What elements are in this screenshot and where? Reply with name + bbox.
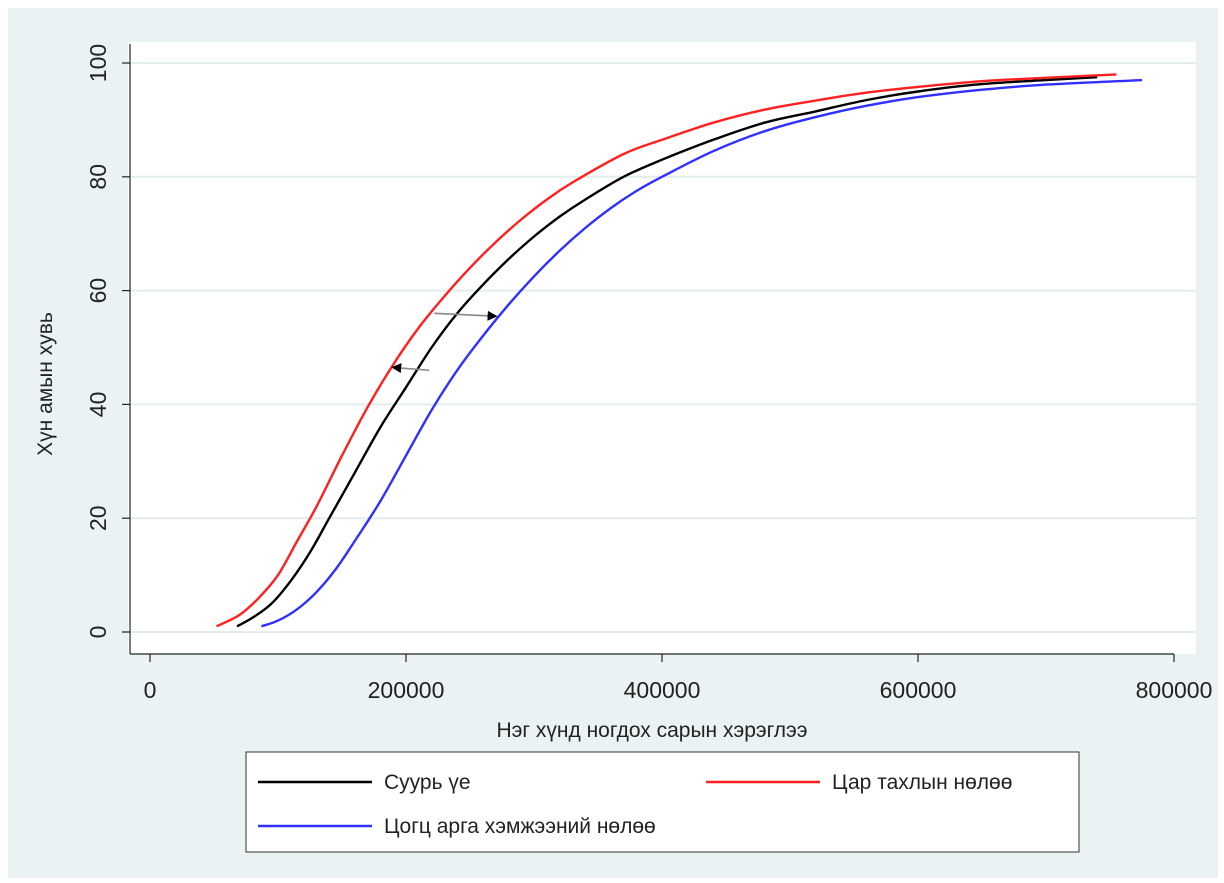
y-axis-title: Хүн амын хувь <box>34 312 57 456</box>
series-line-1 <box>216 73 1117 628</box>
x-tick-label: 200000 <box>368 677 445 703</box>
x-tick-label: 800000 <box>1136 677 1213 703</box>
legend-label: Цогц арга хэмжээний нөлөө <box>384 815 656 838</box>
axes: 0 20 40 60 80 100 0 200000 400000 600000 800000 <box>85 44 1212 703</box>
series-line-2 <box>261 78 1143 628</box>
y-tick-label: 0 <box>85 626 111 639</box>
legend-box <box>245 751 1080 853</box>
x-axis-title: Нэг хүнд ногдох сарын хэрэглээ <box>497 719 808 742</box>
gridlines <box>128 62 1196 633</box>
legend: Суурь үе Цар тахлын нөлөө Цогц арга хэмжээ… <box>245 751 1080 853</box>
y-tick-label: 80 <box>85 164 111 190</box>
annotations <box>391 310 498 374</box>
series-line-0 <box>236 76 1098 628</box>
series-lines <box>216 73 1143 628</box>
y-tick-label: 100 <box>85 44 111 82</box>
annotation-arrow <box>434 310 498 321</box>
y-tick-label: 60 <box>85 278 111 304</box>
x-tick-label: 600000 <box>880 677 957 703</box>
annotation-arrow <box>391 363 430 374</box>
legend-label: Цар тахлын нөлөө <box>832 771 1012 794</box>
y-tick-label: 20 <box>85 505 111 531</box>
plot-region <box>128 42 1196 654</box>
x-tick-label: 0 <box>144 677 157 703</box>
x-tick-label: 400000 <box>624 677 701 703</box>
y-tick-label: 40 <box>85 392 111 418</box>
legend-label: Суурь үе <box>384 771 471 794</box>
